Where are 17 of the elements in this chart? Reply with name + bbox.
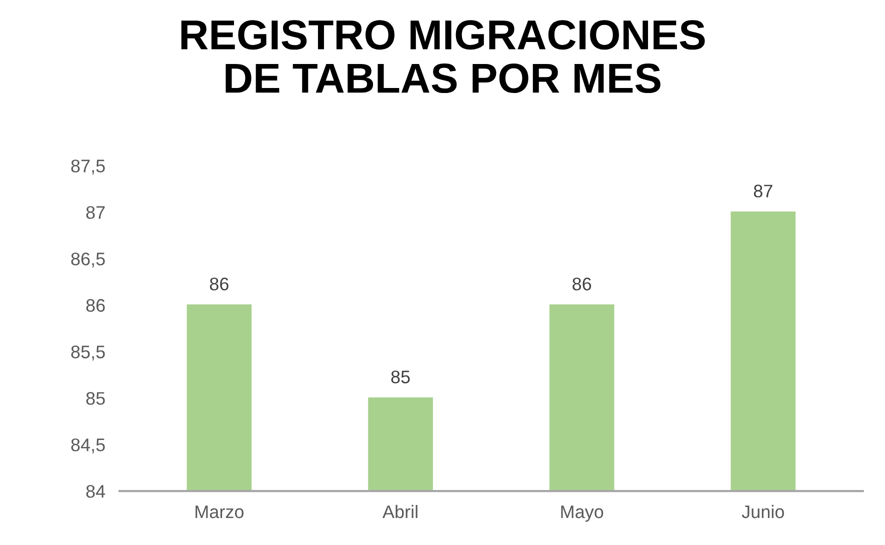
chart-title: REGISTRO MIGRACIONES DE TABLAS POR MES <box>181 20 705 94</box>
y-tick-label: 86 <box>86 299 105 312</box>
x-tick-label: Abril <box>382 504 418 518</box>
data-label: 86 <box>572 278 592 290</box>
data-label: 85 <box>391 370 410 384</box>
x-tick-label: Mayo <box>561 506 604 522</box>
data-label: 86 <box>210 278 228 290</box>
y-tick-label: 84,5 <box>71 438 105 454</box>
data-label: 87 <box>754 184 772 198</box>
x-tick-label: Junio <box>742 504 784 518</box>
y-tick-label: 86,5 <box>71 252 105 268</box>
y-tick-label: 84 <box>86 484 106 498</box>
y-tick-label: 85 <box>86 392 105 405</box>
y-tick-label: 85,5 <box>71 346 105 360</box>
y-tick-label: 87,5 <box>71 160 105 175</box>
y-tick-label: 87 <box>86 206 105 219</box>
x-tick-label: Marzo <box>196 506 244 518</box>
